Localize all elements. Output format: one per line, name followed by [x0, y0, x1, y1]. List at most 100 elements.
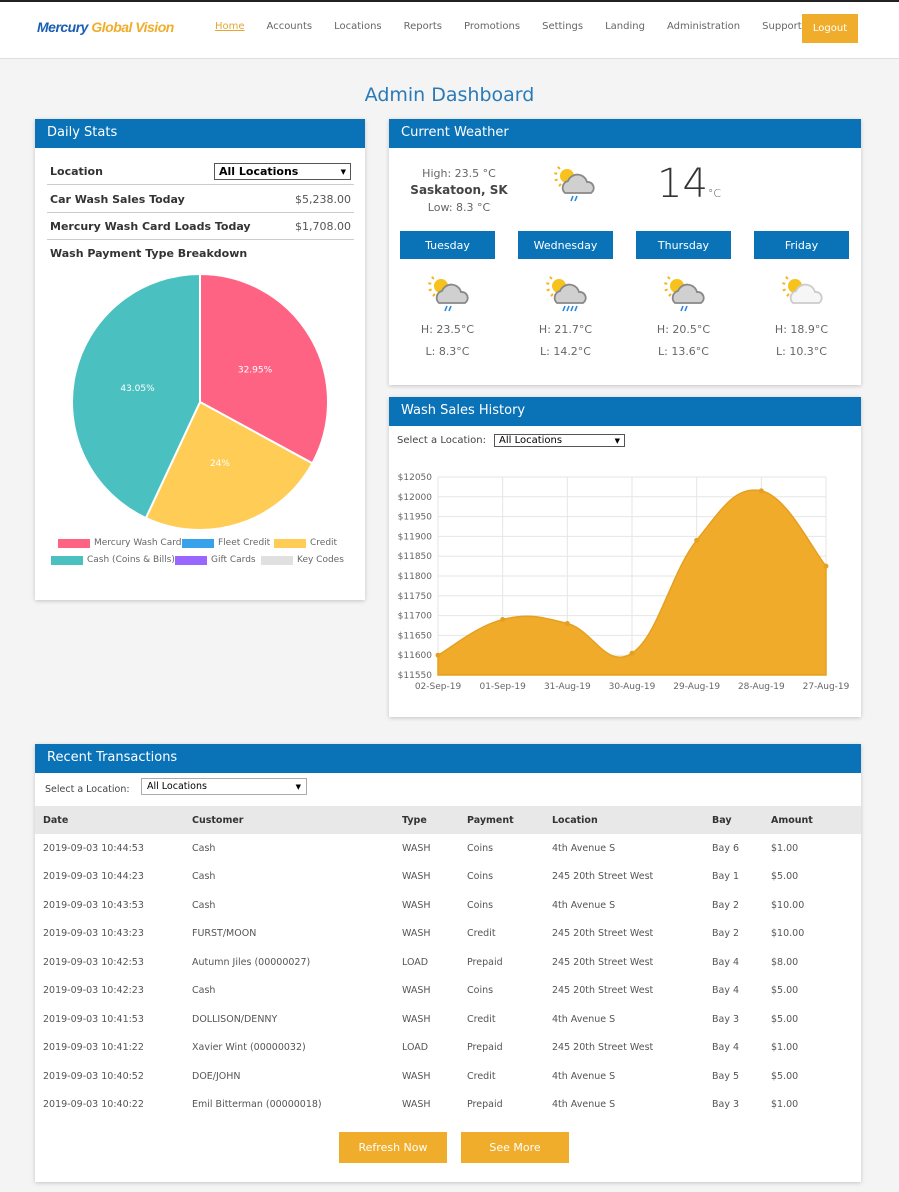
cell: 4th Avenue S	[552, 842, 616, 854]
y-tick-label: $11800	[398, 572, 433, 582]
cell: WASH	[402, 871, 431, 883]
logout-button[interactable]: Logout	[802, 14, 858, 43]
table-row[interactable]: 2019-09-03 10:43:53 Cash WASH Coins 4th Aven…	[35, 891, 861, 920]
page-title: Admin Dashboard	[364, 84, 535, 106]
legend-item[interactable]: Fleet Credit	[182, 538, 270, 548]
cell: LOAD	[402, 1042, 429, 1054]
nav-landing[interactable]: Landing	[605, 21, 645, 32]
today-high: High: 23.5 °C	[422, 167, 496, 180]
weather-panel: Current Weather High: 23.5 °C Saskatoon,…	[389, 119, 861, 385]
location-select[interactable]: All Locations ▼	[214, 163, 351, 180]
nav-support[interactable]: Support	[762, 21, 802, 32]
cell: Bay 4	[712, 1042, 740, 1054]
card-loads-label: Mercury Wash Card Loads Today	[50, 220, 251, 233]
table-row[interactable]: 2019-09-03 10:41:53 DOLLISON/DENNY WASH Cre…	[35, 1005, 861, 1034]
column-header: Payment	[459, 806, 544, 834]
y-tick-label: $11550	[398, 671, 433, 681]
y-tick-label: $11750	[398, 592, 433, 602]
data-point[interactable]	[500, 617, 506, 623]
data-point[interactable]	[564, 621, 570, 627]
legend-item[interactable]: Cash (Coins & Bills)	[51, 555, 175, 565]
refresh-now-button[interactable]: Refresh Now	[339, 1132, 447, 1163]
table-row[interactable]: 2019-09-03 10:44:23 Cash WASH Coins 245 20th…	[35, 863, 861, 892]
cell: DOLLISON/DENNY	[192, 1013, 278, 1025]
pie-slice[interactable]	[71, 272, 201, 520]
nav-administration[interactable]: Administration	[666, 21, 741, 32]
cell: Cash	[192, 842, 216, 854]
table-row[interactable]: 2019-09-03 10:41:22 Xavier Wint (00000032…	[35, 1034, 861, 1063]
y-tick-label: $12000	[398, 493, 433, 503]
cell: Bay 3	[712, 1099, 740, 1111]
logo[interactable]: Mercury Global Vision	[37, 19, 174, 35]
current-temp: 14°C	[657, 161, 722, 207]
cell: Coins	[467, 842, 494, 854]
forecast-high: H: 21.7°C	[538, 323, 593, 336]
breakdown-label: Wash Payment Type Breakdown	[50, 246, 248, 260]
table-row[interactable]: 2019-09-03 10:42:53 Autumn Jiles (0000002…	[35, 948, 861, 977]
cell: 2019-09-03 10:42:53	[43, 956, 144, 968]
table-row[interactable]: 2019-09-03 10:40:52 DOE/JOHN WASH Credit 4th…	[35, 1062, 861, 1091]
pie-slice-label: 43.05%	[120, 384, 155, 394]
cell: $10.00	[771, 928, 805, 940]
recent-location-select[interactable]: All Locations ▼	[141, 778, 307, 795]
nav-reports[interactable]: Reports	[403, 21, 442, 32]
nav-locations[interactable]: Locations	[334, 21, 382, 32]
table-row[interactable]: 2019-09-03 10:43:23 FURST/MOON WASH Credit 2…	[35, 920, 861, 949]
cell: Autumn Jiles (00000027)	[192, 956, 311, 968]
legend-swatch	[51, 555, 83, 565]
area-series	[437, 489, 827, 676]
pie-slice[interactable]	[199, 272, 329, 465]
forecast-day-tuesday: Tuesday	[400, 231, 495, 259]
chevron-down-icon: ▼	[340, 167, 346, 176]
cell: Bay 2	[712, 928, 740, 940]
transactions-table: Date Customer Type Payment Location Bay Amount…	[35, 806, 861, 1119]
data-point[interactable]	[823, 563, 829, 569]
data-point[interactable]	[435, 652, 441, 658]
panel-header: Wash Sales History	[389, 397, 861, 426]
cell: $1.00	[771, 1099, 799, 1111]
y-tick-label: $12050	[398, 473, 433, 483]
panel-header: Recent Transactions	[35, 744, 861, 773]
cell: WASH	[402, 985, 431, 997]
nav-home[interactable]: Home	[215, 21, 245, 32]
table-row[interactable]: 2019-09-03 10:40:22 Emil Bitterman (00000…	[35, 1091, 861, 1120]
legend-item[interactable]: Mercury Wash Card	[58, 538, 182, 548]
nav-menu: Home Accounts Locations Reports Promotions Se…	[215, 21, 824, 32]
cell: Prepaid	[467, 956, 503, 968]
cell: $5.00	[771, 1013, 799, 1025]
column-header: Customer	[184, 806, 394, 834]
legend-item[interactable]: Key Codes	[261, 555, 344, 565]
cell: $5.00	[771, 871, 799, 883]
data-point[interactable]	[694, 537, 700, 543]
cell: Cash	[192, 985, 216, 997]
pie-slice[interactable]	[144, 400, 314, 531]
cell: Cash	[192, 899, 216, 911]
cell: 2019-09-03 10:40:52	[43, 1070, 144, 1082]
cell: 2019-09-03 10:42:23	[43, 985, 144, 997]
data-point[interactable]	[629, 650, 635, 656]
see-more-button[interactable]: See More	[461, 1132, 569, 1163]
x-tick-label: 01-Sep-19	[479, 682, 526, 692]
table-row[interactable]: 2019-09-03 10:44:53 Cash WASH Coins 4th Aven…	[35, 834, 861, 863]
table-row[interactable]: 2019-09-03 10:42:23 Cash WASH Coins 245 20th…	[35, 977, 861, 1006]
legend-swatch	[261, 555, 293, 565]
cell: 2019-09-03 10:44:23	[43, 871, 144, 883]
data-point[interactable]	[758, 488, 764, 494]
nav-settings[interactable]: Settings	[542, 21, 584, 32]
nav-accounts[interactable]: Accounts	[266, 21, 313, 32]
legend-item[interactable]: Gift Cards	[175, 555, 256, 565]
cell: 245 20th Street West	[552, 956, 654, 968]
x-tick-label: 29-Aug-19	[673, 682, 720, 692]
cell: 245 20th Street West	[552, 928, 654, 940]
sales-location-select[interactable]: All Locations ▼	[494, 434, 625, 447]
cell: Credit	[467, 1070, 496, 1082]
legend-item[interactable]: Credit	[274, 538, 337, 548]
cell: Coins	[467, 985, 494, 997]
cell: Bay 1	[712, 871, 740, 883]
pie-slice-label: 32.95%	[238, 365, 273, 375]
forecast-day-wednesday: Wednesday	[518, 231, 613, 259]
forecast-day-friday: Friday	[754, 231, 849, 259]
nav-promotions[interactable]: Promotions	[464, 21, 521, 32]
sales-location-label: Select a Location:	[397, 435, 486, 446]
cell: Bay 3	[712, 1013, 740, 1025]
